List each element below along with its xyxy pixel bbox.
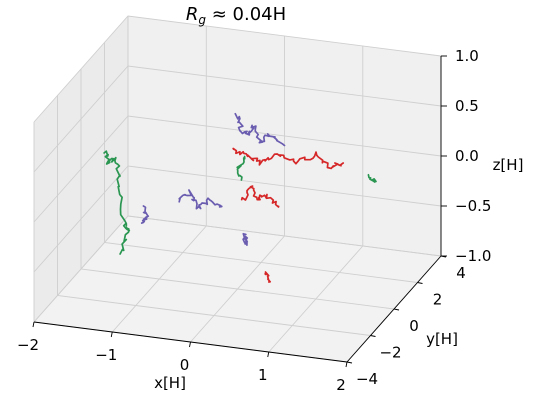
z-gridline [33,15,442,123]
z-tick-label: 0.5 [455,97,479,115]
z-tick-label: −1.0 [455,247,491,265]
z-tick-label: 0.0 [455,147,479,165]
x-tick-label: 1 [258,366,268,384]
z-tick-label: −0.5 [455,197,491,215]
x-tick-label: −1 [95,346,117,364]
z-axis-title: z[H] [493,156,524,174]
x-tick-label: −2 [17,336,39,354]
axis-panes [34,16,441,362]
x-tick-label: 2 [336,376,346,394]
x-tick [32,321,35,328]
series-0-trajectory-1 [240,185,280,208]
series-group [103,112,377,283]
series-1-trajectory-1 [242,232,249,247]
series-2-trajectory-2 [367,173,377,183]
x-tick [189,341,191,348]
z-tick-label: 1.0 [455,47,479,65]
x-tick-label: 0 [180,356,190,374]
y-tick [417,282,423,284]
y-tick [346,361,353,364]
series-0-trajectory-0 [232,147,345,170]
x-tick [345,361,348,368]
y-tick-label: 0 [409,317,419,335]
z-gridline [33,165,442,273]
series-2-trajectory-0 [103,150,131,255]
y-tick-label: −2 [379,344,401,362]
series-2-trajectory-1 [236,155,246,181]
series-1-trajectory-2 [178,189,223,210]
z-gridline [33,115,442,223]
z-gridline [33,65,442,173]
axis-lines [32,55,447,368]
series-0-trajectory-2 [264,271,272,283]
chart-title: Rg ≈ 0.04H [186,4,286,27]
series-1-trajectory-0 [234,112,286,147]
y-tick-label: −4 [356,370,378,388]
y-tick [370,335,376,337]
y-tick [393,308,400,311]
x-tick [267,351,270,358]
grid-lines [33,15,442,363]
z-gridline [33,215,442,323]
y-tick-label: 2 [433,291,443,309]
x-axis-title: x[H] [154,374,186,392]
series-1-trajectory-3 [140,205,150,224]
x-tick [110,331,113,338]
y-axis-title: y[H] [426,330,458,348]
y-tick-label: 4 [456,264,466,282]
